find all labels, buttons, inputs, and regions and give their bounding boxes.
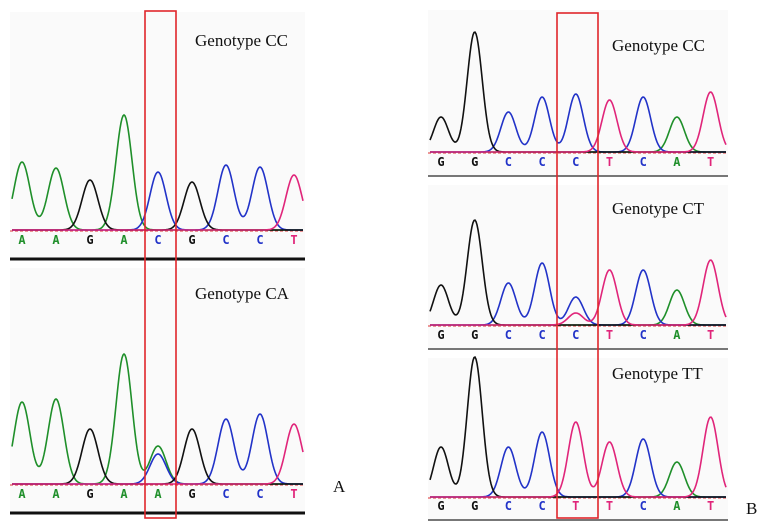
base-call: G [86,487,93,501]
panel-label: B [746,499,757,518]
base-call: A [18,487,26,501]
base-call: C [572,155,579,169]
base-call: G [437,155,444,169]
base-call: T [606,499,613,513]
base-call: G [471,155,478,169]
base-call: G [86,233,93,247]
base-call: A [673,499,681,513]
base-call: A [120,487,128,501]
base-call: C [640,328,647,342]
base-call: T [290,487,297,501]
base-call: C [505,155,512,169]
base-call: G [188,233,195,247]
base-call: C [222,487,229,501]
base-call: C [154,233,161,247]
base-call: C [538,155,545,169]
base-call: A [18,233,26,247]
genotype-label: Genotype CC [195,31,288,50]
base-call: T [707,328,714,342]
base-call: A [120,233,128,247]
base-call: T [572,499,579,513]
base-call: C [256,487,263,501]
genotype-label: Genotype CC [612,36,705,55]
base-call: G [437,328,444,342]
base-call: C [256,233,263,247]
base-call: C [538,499,545,513]
base-call: C [640,499,647,513]
base-call: A [154,487,162,501]
trace-frame [10,268,305,513]
base-call: G [471,328,478,342]
base-call: A [52,487,60,501]
base-call: C [505,499,512,513]
figure: A A A G A C G C C T Genotype CC A A G A A G C C T Genotype C… [0,0,761,522]
base-call: T [707,155,714,169]
genotype-label: Genotype CA [195,284,290,303]
base-call: G [471,499,478,513]
base-call: C [538,328,545,342]
base-call: A [673,328,681,342]
base-call: A [673,155,681,169]
base-call: C [222,233,229,247]
base-call: C [640,155,647,169]
base-call: T [606,155,613,169]
base-call: T [606,328,613,342]
base-call: C [572,328,579,342]
genotype-label: Genotype CT [612,199,705,218]
panel-label: A [333,477,346,496]
base-call: G [188,487,195,501]
base-call: G [437,499,444,513]
base-call: A [52,233,60,247]
base-call: T [290,233,297,247]
base-call: T [707,499,714,513]
genotype-label: Genotype TT [612,364,703,383]
base-call: C [505,328,512,342]
